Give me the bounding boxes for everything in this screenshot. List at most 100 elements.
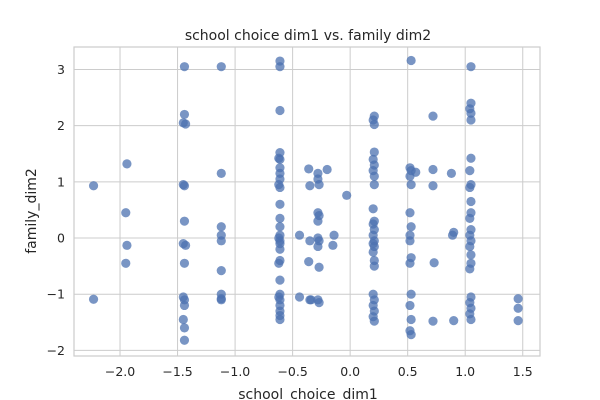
data-point <box>369 147 379 157</box>
data-point <box>428 111 438 121</box>
x-tick-label: 0.5 <box>398 364 418 379</box>
chart-title: school choice dim1 vs. family dim2 <box>185 28 431 44</box>
y-tick-labels: −2 −1 0 1 2 3 <box>47 62 65 358</box>
data-point <box>275 154 285 164</box>
data-point <box>368 204 378 214</box>
data-point <box>216 236 226 246</box>
data-point <box>178 314 188 325</box>
data-point <box>369 119 379 130</box>
data-point <box>465 213 475 223</box>
data-point <box>275 182 285 193</box>
data-point <box>181 240 191 250</box>
data-point <box>513 316 523 326</box>
data-point <box>411 167 421 177</box>
data-point <box>216 62 226 72</box>
data-point <box>406 55 416 66</box>
data-point <box>275 244 285 254</box>
data-point <box>369 180 379 190</box>
data-point <box>322 164 332 175</box>
data-point <box>179 109 190 120</box>
data-point <box>313 216 323 226</box>
data-point <box>406 314 416 325</box>
data-point <box>466 153 476 163</box>
data-point <box>88 294 99 304</box>
data-point <box>328 240 338 250</box>
data-point <box>216 295 226 305</box>
x-axis-label: school_choice_dim1 <box>238 387 378 400</box>
data-point <box>447 230 458 240</box>
data-point <box>294 230 305 240</box>
data-point <box>465 241 475 252</box>
data-point <box>369 171 379 181</box>
data-point <box>406 289 416 299</box>
data-point <box>428 164 438 175</box>
data-point <box>429 258 439 268</box>
data-point <box>274 258 284 268</box>
data-point <box>304 257 314 267</box>
grid-lines <box>74 47 540 356</box>
data-point <box>122 240 132 250</box>
data-point <box>121 258 131 268</box>
data-point <box>466 196 476 207</box>
data-point <box>294 292 305 302</box>
y-tick-label: 1 <box>57 174 65 189</box>
data-point <box>446 168 457 179</box>
data-point <box>342 190 352 200</box>
data-point <box>179 181 190 191</box>
data-point <box>466 108 476 118</box>
data-point <box>216 168 226 179</box>
x-tick-label: 1.0 <box>455 364 475 379</box>
data-point <box>179 216 190 226</box>
data-point <box>406 180 416 190</box>
x-tick-label: −1.0 <box>220 364 250 379</box>
data-point <box>466 314 476 325</box>
data-point <box>406 222 416 232</box>
y-axis-label: family_dim2 <box>24 168 40 254</box>
data-point <box>275 314 285 325</box>
data-point <box>405 300 415 311</box>
data-point <box>306 295 316 305</box>
data-point <box>368 247 378 257</box>
data-point <box>179 258 190 268</box>
data-point <box>465 264 475 274</box>
data-points <box>88 55 523 345</box>
data-point <box>369 261 379 271</box>
data-point <box>122 159 132 169</box>
data-point <box>181 119 191 129</box>
data-point <box>275 222 285 232</box>
data-point <box>465 182 475 193</box>
data-point <box>275 213 285 223</box>
data-point <box>179 323 190 333</box>
data-point <box>369 316 379 326</box>
data-point <box>314 298 324 308</box>
data-point <box>466 250 476 260</box>
data-point <box>179 300 190 311</box>
data-point <box>304 164 314 174</box>
x-tick-labels: −2.0 −1.5 −1.0 −0.5 0.0 0.5 1.0 1.5 <box>105 364 533 379</box>
data-point <box>179 62 190 72</box>
data-point <box>305 236 315 246</box>
x-tick-label: −2.0 <box>105 364 135 379</box>
data-point <box>513 294 523 304</box>
data-point <box>121 208 131 218</box>
data-point <box>314 180 324 190</box>
data-point <box>513 303 523 313</box>
x-tick-label: −1.5 <box>162 364 192 379</box>
data-point <box>329 230 339 240</box>
data-point <box>449 316 459 326</box>
data-point <box>405 236 415 246</box>
y-tick-label: −2 <box>47 343 65 358</box>
data-point <box>275 275 285 285</box>
data-point <box>88 181 99 191</box>
data-point <box>405 258 415 268</box>
y-tick-label: 0 <box>57 231 65 246</box>
data-point <box>275 62 285 72</box>
data-point <box>275 105 285 116</box>
x-tick-label: −0.5 <box>277 364 307 379</box>
data-point <box>179 335 190 345</box>
data-point <box>428 316 438 326</box>
data-point <box>405 208 415 218</box>
data-point <box>305 181 315 191</box>
y-tick-label: 3 <box>57 62 65 77</box>
